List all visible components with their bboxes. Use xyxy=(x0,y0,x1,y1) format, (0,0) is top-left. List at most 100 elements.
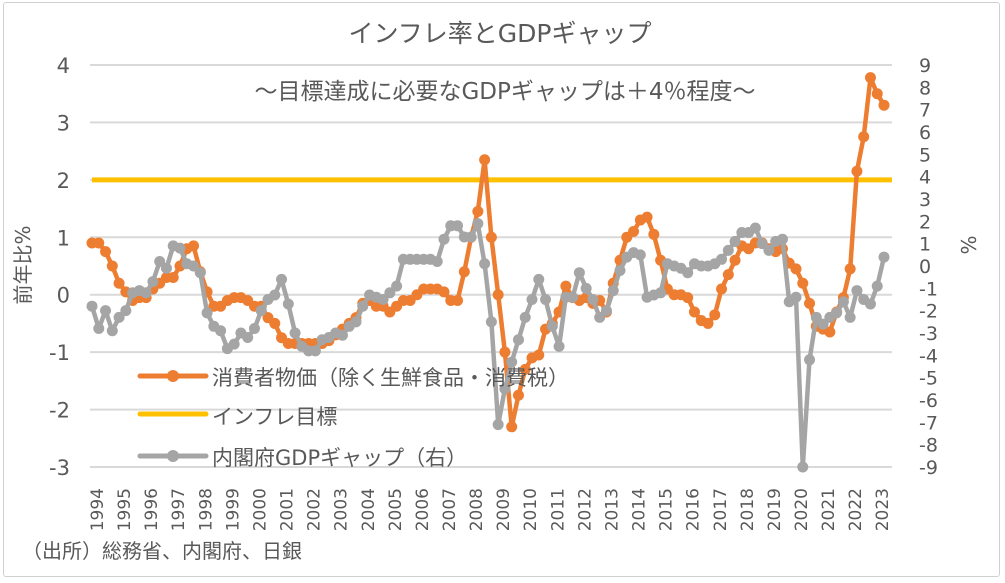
data-point-gdp-gap xyxy=(269,289,281,301)
left-tick-label: -2 xyxy=(49,399,70,423)
legend-label-cpi: 消費者物価（除く生鮮食品・消費税） xyxy=(212,366,569,390)
data-point-gdp-gap xyxy=(682,267,694,279)
data-point-gdp-gap xyxy=(871,280,883,292)
data-point-gdp-gap xyxy=(499,383,511,395)
data-point-gdp-gap xyxy=(431,256,443,268)
data-point-gdp-gap xyxy=(384,287,396,299)
data-point-cpi xyxy=(499,346,511,358)
data-point-cpi xyxy=(844,263,856,275)
data-point-gdp-gap xyxy=(452,220,464,232)
data-point-cpi xyxy=(628,226,640,238)
x-tick-label: 1997 xyxy=(169,488,189,531)
data-point-cpi xyxy=(560,280,572,292)
data-point-gdp-gap xyxy=(553,340,565,352)
data-point-cpi xyxy=(533,349,545,361)
x-tick-label: 2006 xyxy=(413,488,433,531)
data-point-gdp-gap xyxy=(391,280,403,292)
data-point-gdp-gap xyxy=(289,327,301,339)
series-layer xyxy=(86,72,892,473)
data-point-gdp-gap xyxy=(607,285,619,297)
data-point-gdp-gap xyxy=(756,238,768,250)
data-point-gdp-gap xyxy=(194,267,206,279)
x-tick-label: 1994 xyxy=(88,488,108,531)
data-point-gdp-gap xyxy=(567,291,579,303)
right-tick-label: 7 xyxy=(919,100,931,122)
data-point-gdp-gap xyxy=(817,318,829,330)
legend-marker-gdp-gap xyxy=(167,450,179,462)
left-axis-label: 前年比% xyxy=(11,225,35,304)
data-point-gdp-gap xyxy=(776,233,788,245)
x-tick-label: 1996 xyxy=(142,488,162,531)
data-point-gdp-gap xyxy=(228,338,240,350)
data-point-gdp-gap xyxy=(140,287,152,299)
data-point-gdp-gap xyxy=(350,316,362,328)
left-tick-label: 0 xyxy=(57,284,70,308)
data-point-gdp-gap xyxy=(465,231,477,243)
data-point-gdp-gap xyxy=(655,287,667,299)
data-point-gdp-gap xyxy=(100,305,112,317)
data-point-cpi xyxy=(851,165,863,177)
data-point-gdp-gap xyxy=(174,242,186,254)
data-point-cpi xyxy=(106,260,118,272)
data-point-cpi xyxy=(864,72,876,84)
x-tick-label: 2018 xyxy=(738,488,758,531)
data-point-cpi xyxy=(472,205,484,217)
legend-label-gdp-gap: 内閣府GDPギャップ（右） xyxy=(212,446,467,470)
data-point-cpi xyxy=(722,269,734,281)
chart-frame xyxy=(3,2,1000,577)
data-point-cpi xyxy=(797,277,809,289)
data-point-gdp-gap xyxy=(634,249,646,261)
x-tick-label: 2007 xyxy=(440,488,460,531)
x-tick-label: 2020 xyxy=(792,488,812,531)
data-point-gdp-gap xyxy=(722,244,734,256)
data-point-cpi xyxy=(648,228,660,240)
x-tick-label: 2008 xyxy=(467,488,487,531)
left-tick-label: -3 xyxy=(49,456,70,480)
data-point-gdp-gap xyxy=(587,294,599,305)
left-tick-label: 4 xyxy=(57,54,70,78)
data-point-gdp-gap xyxy=(519,311,531,323)
right-tick-label: 9 xyxy=(919,55,931,77)
right-tick-label: -1 xyxy=(919,278,938,300)
data-point-gdp-gap xyxy=(594,311,606,323)
data-point-cpi xyxy=(688,306,700,318)
data-point-cpi xyxy=(485,231,497,243)
legend-label-target: インフレ目標 xyxy=(212,405,337,429)
x-tick-label: 2009 xyxy=(494,488,514,531)
data-point-gdp-gap xyxy=(472,218,484,230)
data-point-cpi xyxy=(519,363,531,375)
data-point-cpi xyxy=(824,326,836,338)
right-tick-label: -2 xyxy=(919,301,938,323)
data-point-gdp-gap xyxy=(878,251,890,263)
data-point-cpi xyxy=(709,309,721,321)
data-point-gdp-gap xyxy=(120,305,132,317)
right-tick-label: -6 xyxy=(919,390,938,412)
data-point-gdp-gap xyxy=(540,294,552,305)
x-tick-label: 2012 xyxy=(575,488,595,531)
data-point-cpi xyxy=(729,254,741,266)
data-point-gdp-gap xyxy=(804,354,816,366)
left-tick-label: 1 xyxy=(57,226,70,250)
right-tick-label: -9 xyxy=(919,457,938,479)
data-point-gdp-gap xyxy=(831,307,843,319)
data-point-gdp-gap xyxy=(844,311,856,323)
x-tick-label: 2022 xyxy=(846,488,866,531)
data-point-cpi xyxy=(512,389,524,401)
x-tick-label: 2023 xyxy=(873,488,893,531)
x-tick-label: 2017 xyxy=(711,488,731,531)
data-point-gdp-gap xyxy=(580,282,592,294)
data-point-gdp-gap xyxy=(215,325,227,337)
data-point-gdp-gap xyxy=(851,285,863,297)
right-tick-label: 2 xyxy=(919,211,931,233)
right-tick-label: -4 xyxy=(919,345,938,367)
x-tick-label: 2016 xyxy=(684,488,704,531)
data-point-gdp-gap xyxy=(600,305,612,317)
data-point-cpi xyxy=(858,131,870,143)
data-point-gdp-gap xyxy=(282,298,294,310)
right-tick-label: -3 xyxy=(919,323,938,345)
data-point-cpi xyxy=(790,263,802,275)
data-point-cpi xyxy=(438,286,450,298)
data-point-cpi xyxy=(878,99,890,111)
x-tick-label: 2019 xyxy=(765,488,785,531)
